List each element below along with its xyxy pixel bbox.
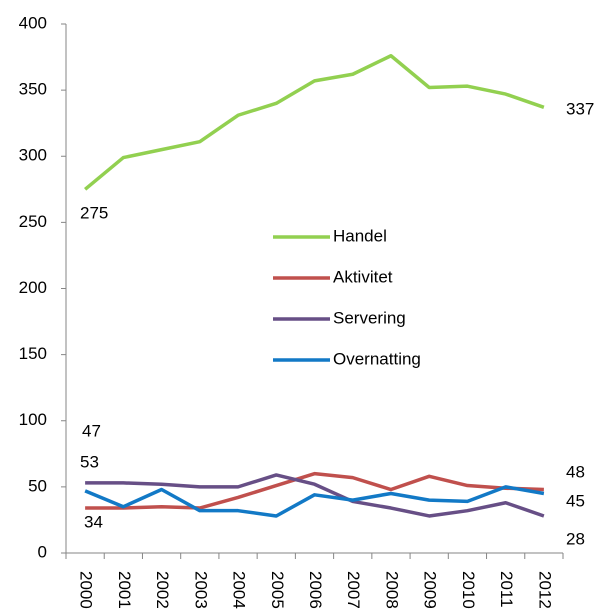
x-tick-label: 2010 xyxy=(459,571,478,609)
line-series xyxy=(85,473,545,518)
y-tick-label: 200 xyxy=(19,278,47,297)
y-tick-label: 400 xyxy=(19,13,47,32)
x-tick-label: 2001 xyxy=(115,571,134,609)
data-label: 47 xyxy=(82,421,101,440)
y-tick-label: 0 xyxy=(38,542,47,561)
data-label: 275 xyxy=(80,203,108,222)
x-tick-label: 2007 xyxy=(344,571,363,609)
x-tick-label: 2006 xyxy=(306,571,325,609)
y-tick-label: 100 xyxy=(19,410,47,429)
x-tick-label: 2002 xyxy=(153,571,172,609)
data-label: 28 xyxy=(566,529,585,548)
data-label: 48 xyxy=(566,462,585,481)
y-tick-label: 50 xyxy=(28,476,47,495)
line-series xyxy=(83,53,545,191)
y-tick-label: 150 xyxy=(19,344,47,363)
data-label: 337 xyxy=(566,99,594,118)
x-tick-label: 2000 xyxy=(77,571,96,609)
x-tick-label: 2011 xyxy=(497,571,516,608)
data-label: 34 xyxy=(84,512,103,531)
x-tick-label: 2005 xyxy=(268,571,287,609)
x-tick-label: 2009 xyxy=(421,571,440,609)
line-series xyxy=(84,485,545,518)
data-label: 53 xyxy=(80,452,99,471)
legend-label: Handel xyxy=(333,226,387,245)
x-tick-label: 2008 xyxy=(382,571,401,609)
legend-label: Servering xyxy=(333,308,406,327)
y-tick-label: 300 xyxy=(19,146,47,165)
legend-label: Aktivitet xyxy=(333,267,393,286)
data-label: 45 xyxy=(566,491,585,510)
x-tick-label: 2012 xyxy=(535,571,554,609)
x-tick-label: 2003 xyxy=(191,571,210,609)
line-series xyxy=(85,471,544,510)
x-tick-label: 2004 xyxy=(230,571,249,609)
y-tick-label: 350 xyxy=(19,80,47,99)
y-tick-label: 250 xyxy=(19,212,47,231)
legend-label: Overnatting xyxy=(333,349,421,368)
